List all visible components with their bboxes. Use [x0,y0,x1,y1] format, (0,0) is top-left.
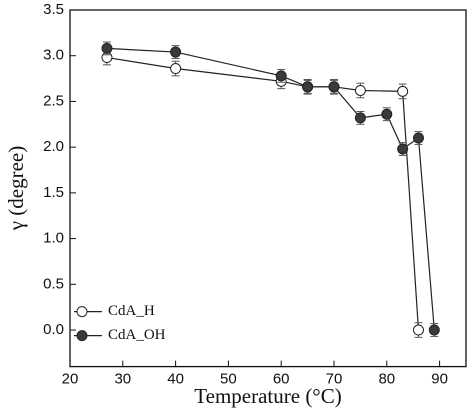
marker [275,70,287,82]
y-tick-label: 3.5 [43,1,64,18]
marker [412,324,424,336]
y-tick-label: 1.0 [43,230,64,247]
legend-marker [76,306,88,318]
series-line [106,56,420,331]
marker [397,143,409,155]
y-tick-label: 0.0 [43,321,64,338]
legend-label: CdA_OH [108,327,166,343]
marker [101,42,113,54]
y-tick-label: 3.0 [43,47,64,64]
marker [412,132,424,144]
y-tick-label: 2.5 [43,92,64,109]
x-tick-label: 90 [431,371,448,388]
marker [170,63,182,75]
legend-marker [76,330,88,342]
marker [354,112,366,124]
marker [354,84,366,96]
y-axis-label: γ (degree) [4,146,28,231]
y-tick-label: 1.5 [43,184,64,201]
marker [302,81,314,93]
x-tick-label: 80 [378,371,395,388]
x-tick-label: 40 [167,371,184,388]
y-tick-label: 2.0 [43,138,64,155]
y-tick-label: 0.5 [43,275,64,292]
marker [381,108,393,120]
legend-label: CdA_H [108,303,155,319]
x-tick-label: 70 [326,371,343,388]
x-tick-label: 30 [114,371,131,388]
x-tick-label: 60 [273,371,290,388]
x-tick-label: 50 [220,371,237,388]
marker [428,324,440,336]
marker [397,85,409,97]
x-axis-label: Temperature (°C) [194,384,341,408]
marker [328,81,340,93]
x-tick-label: 20 [62,371,79,388]
marker [170,46,182,58]
plot-frame [69,9,467,368]
series-line [106,47,435,331]
